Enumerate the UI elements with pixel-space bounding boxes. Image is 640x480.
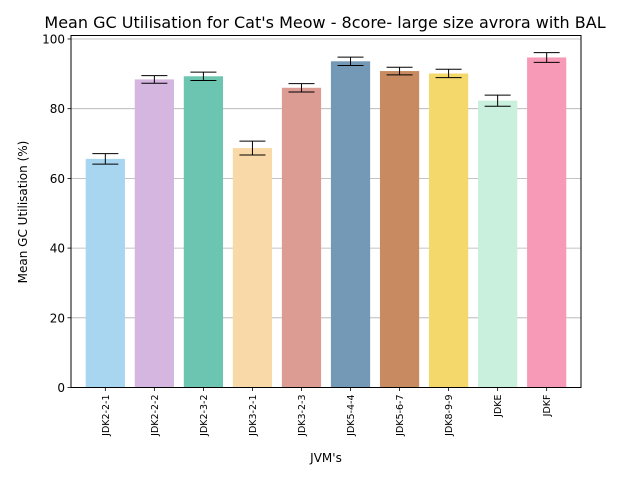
y-tick-label: 20 (50, 311, 65, 325)
bar (85, 158, 125, 388)
bar (281, 87, 322, 388)
x-tick-label: JDK3-2-1 (248, 395, 259, 437)
y-tick-label: 100 (42, 32, 65, 46)
x-axis-label: JVM's (309, 451, 342, 465)
error-bars (92, 52, 560, 165)
y-tick-label: 40 (50, 242, 65, 256)
bar (183, 76, 224, 388)
x-tick-label: JDK5-4-4 (346, 395, 357, 437)
bar (428, 73, 469, 388)
bar (330, 61, 371, 388)
x-tick-label: JDK2-2-2 (150, 395, 161, 437)
x-tick-label: JDK3-2-3 (297, 395, 308, 437)
y-axis-ticks: 0 20 40 60 80 100 (42, 32, 71, 395)
x-tick-label: JDKF (542, 395, 553, 418)
y-tick-label: 80 (50, 102, 65, 116)
y-tick-label: 60 (50, 172, 65, 186)
bars (85, 57, 567, 388)
x-tick-label: JDK8-9-9 (444, 395, 455, 437)
x-tick-label: JDKE (493, 395, 504, 418)
bar (134, 79, 174, 388)
bar (527, 57, 567, 388)
bar (232, 148, 273, 388)
y-tick-label: 0 (57, 381, 65, 395)
y-axis-label: Mean GC Utilisation (%) (16, 141, 30, 284)
bar (379, 71, 420, 388)
x-tick-label: JDK2-3-2 (199, 395, 210, 437)
plot-frame (70, 35, 582, 388)
bar (478, 100, 518, 388)
chart-title: Mean GC Utilisation for Cat's Meow - 8co… (44, 13, 605, 32)
x-tick-label: JDK2-2-1 (101, 395, 112, 437)
x-axis-ticks: JDK2-2-1 JDK2-2-2 JDK2-3-2 JDK3-2-1 JDK3-2-3… (101, 387, 553, 437)
x-tick-label: JDK5-6-7 (395, 395, 406, 437)
